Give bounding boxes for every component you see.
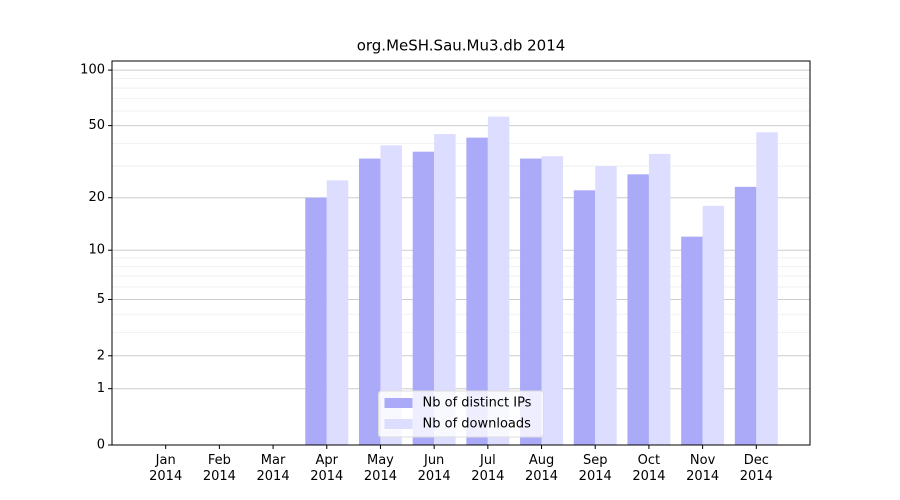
y-tick-label: 50	[88, 118, 105, 133]
x-tick-label: Mar 2014	[256, 453, 290, 484]
x-tick-label: Nov 2014	[686, 453, 720, 484]
y-tick-label: 5	[97, 292, 105, 307]
legend-swatch	[384, 419, 413, 429]
x-tick-label: Dec 2014	[739, 453, 773, 484]
x-tick-label: May 2014	[363, 453, 397, 484]
bar	[305, 197, 327, 445]
bar	[627, 174, 649, 446]
x-tick-label: Feb 2014	[202, 453, 236, 484]
bar	[434, 134, 456, 445]
bar	[541, 156, 564, 445]
y-tick-label: 2	[97, 348, 105, 363]
x-tick-label: Apr 2014	[310, 453, 344, 484]
x-tick-label: Jun 2014	[417, 453, 451, 484]
y-tick-label: 20	[88, 190, 105, 205]
bar	[756, 132, 778, 446]
y-tick-label: 100	[80, 63, 105, 78]
bar	[681, 236, 703, 445]
y-tick-label: 1	[97, 381, 105, 396]
bar	[412, 151, 435, 445]
plot-frame	[111, 60, 811, 446]
bar	[358, 158, 381, 446]
chart-title: org.MeSH.Sau.Mu3.db 2014	[357, 37, 566, 55]
bar	[702, 205, 725, 445]
x-tick-label: Jul 2014	[471, 453, 505, 484]
bar	[487, 116, 510, 445]
legend-swatch	[384, 398, 413, 408]
bar	[734, 186, 757, 445]
y-tick-label: 0	[97, 438, 105, 453]
bar	[573, 190, 596, 445]
x-tick-label: Oct 2014	[632, 453, 666, 484]
bar	[380, 145, 402, 445]
bar	[326, 180, 349, 445]
y-tick-label: 10	[88, 243, 105, 258]
bar	[595, 166, 617, 445]
legend-label: Nb of downloads	[423, 417, 532, 432]
legend-label: Nb of distinct IPs	[423, 396, 532, 411]
x-tick-label: Jan 2014	[149, 453, 183, 484]
x-tick-label: Sep 2014	[578, 453, 612, 484]
legend-box	[378, 390, 544, 438]
bar	[648, 153, 671, 445]
bar	[466, 137, 488, 445]
legend: Nb of distinct IPs Nb of downloads	[378, 390, 544, 438]
x-tick-label: Aug 2014	[524, 453, 559, 484]
bar	[520, 158, 542, 446]
